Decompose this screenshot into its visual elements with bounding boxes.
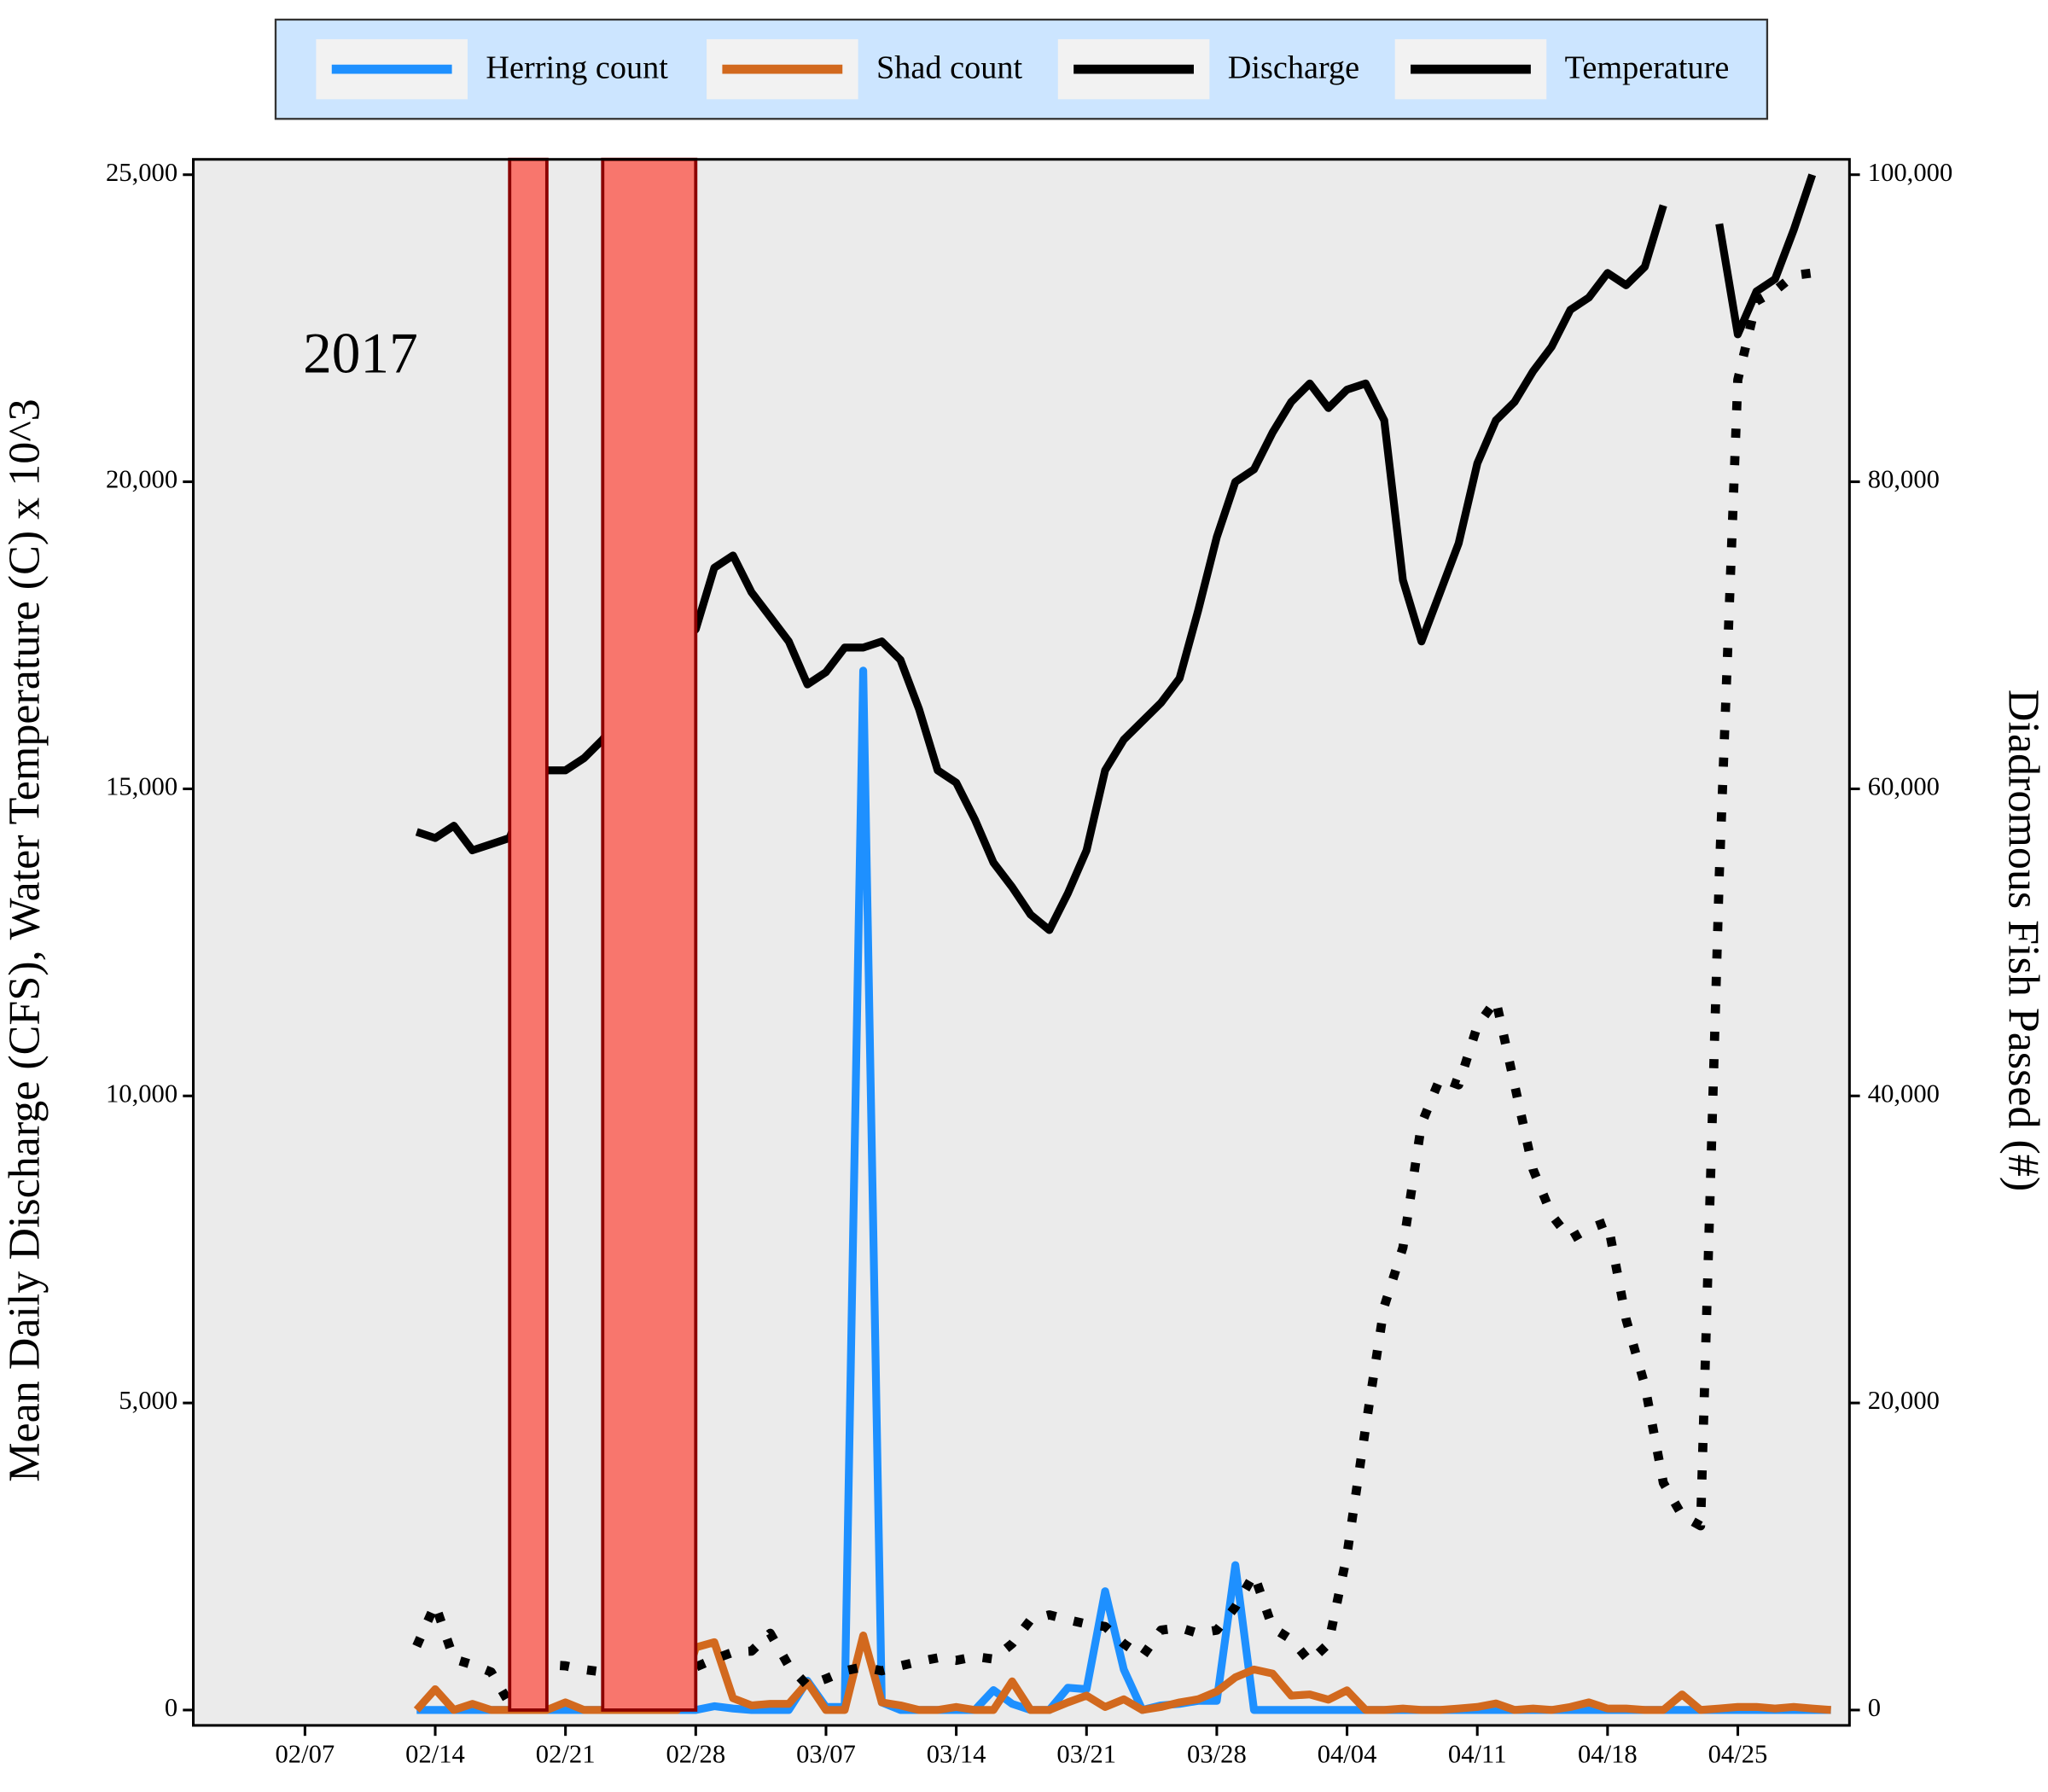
- x-tick-label: 04/18: [1578, 1740, 1638, 1769]
- y-tick-label: 20,000: [106, 465, 177, 494]
- x-tick-label: 04/25: [1708, 1740, 1768, 1769]
- x-tick-label: 02/21: [536, 1740, 596, 1769]
- x-tick-label: 04/11: [1448, 1740, 1507, 1769]
- y2-tick-label: 80,000: [1868, 465, 1940, 494]
- y-axis-title: Mean Daily Discharge (CFS), Water Temper…: [1, 399, 49, 1481]
- y-tick-label: 15,000: [106, 771, 177, 800]
- x-tick-label: 02/28: [666, 1740, 725, 1769]
- x-tick-label: 02/07: [276, 1740, 335, 1769]
- y-tick-label: 0: [165, 1693, 177, 1722]
- plot-border: [192, 158, 1851, 1727]
- legend-label: Discharge: [1228, 49, 1359, 85]
- legend-label: Herring count: [486, 49, 668, 85]
- y-tick-label: 5,000: [119, 1386, 177, 1415]
- x-tick-label: 03/28: [1187, 1740, 1247, 1769]
- y-tick-label: 25,000: [106, 158, 177, 187]
- y2-tick-label: 0: [1868, 1693, 1881, 1722]
- x-tick-label: 02/14: [405, 1740, 465, 1769]
- legend-label: Shad count: [876, 49, 1022, 85]
- y2-tick-label: 20,000: [1868, 1386, 1940, 1415]
- annotation: 2017: [303, 321, 418, 385]
- y-tick-label: 10,000: [106, 1079, 177, 1108]
- x-tick-label: 04/04: [1318, 1740, 1377, 1769]
- x-tick-label: 03/14: [927, 1740, 986, 1769]
- plot-background: [193, 159, 1850, 1725]
- series-line: [1715, 173, 1817, 339]
- plot-layer: [412, 157, 1831, 1714]
- shaded-span: [508, 157, 549, 1712]
- y2-tick-label: 100,000: [1868, 158, 1952, 187]
- shaded-span: [601, 157, 698, 1712]
- legend-box: [274, 18, 1769, 120]
- y2-axis-title: Diadromous Fish Passed (#): [1999, 689, 2047, 1191]
- x-tick-label: 03/21: [1056, 1740, 1116, 1769]
- x-tick-label: 03/07: [796, 1740, 856, 1769]
- y2-tick-label: 60,000: [1868, 771, 1940, 800]
- legend-label: Temperature: [1565, 49, 1730, 85]
- y2-tick-label: 40,000: [1868, 1079, 1940, 1108]
